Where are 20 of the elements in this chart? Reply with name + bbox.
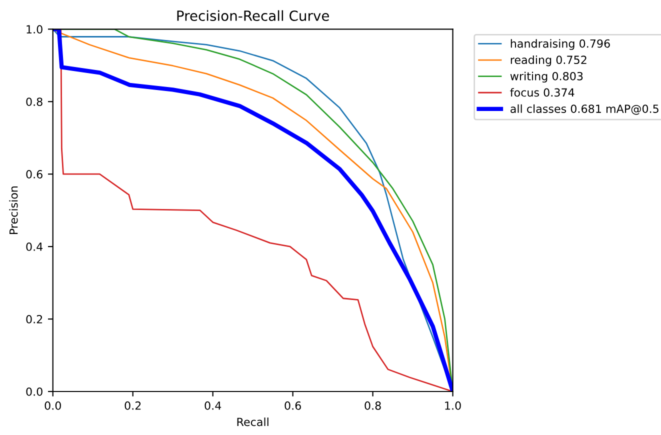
legend-label: writing 0.803	[510, 72, 583, 83]
y-tick-label: 0.2	[26, 315, 42, 324]
x-axis-title: Recall	[237, 418, 268, 426]
y-tick-label: 0.0	[26, 387, 42, 396]
y-tick-label: 1.0	[26, 25, 42, 34]
x-tick-label: 0.6	[284, 401, 301, 410]
y-tick-label: 0.6	[26, 170, 42, 178]
chart-title: Precision-Recall Curve	[177, 10, 329, 22]
legend-label: reading 0.752	[510, 55, 586, 66]
x-tick-label: 0.4	[204, 401, 222, 410]
y-axis-title: Precision	[9, 186, 18, 234]
x-tick-label: 0.8	[364, 401, 381, 410]
y-tick-label: 0.4	[26, 242, 43, 251]
legend-label: focus 0.374	[510, 88, 574, 97]
legend-label: all classes 0.681 mAP@0.5	[510, 104, 658, 115]
x-tick-label: 0.2	[124, 401, 141, 410]
y-tick-label: 0.8	[26, 98, 42, 106]
legend-label: handraising 0.796	[510, 39, 610, 50]
x-tick-label: 1.0	[445, 401, 461, 410]
x-tick-label: 0.0	[44, 401, 61, 410]
